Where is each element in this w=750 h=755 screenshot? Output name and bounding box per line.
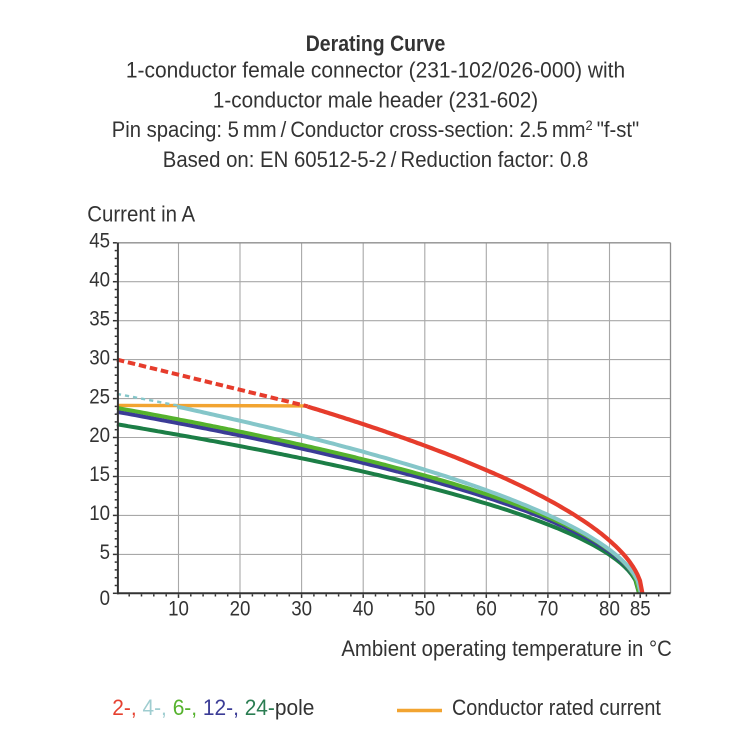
svg-text:20: 20: [89, 424, 110, 447]
svg-text:70: 70: [537, 597, 558, 620]
svg-text:80: 80: [599, 597, 620, 620]
svg-text:40: 40: [89, 268, 110, 291]
svg-text:1-conductor male header (231-6: 1-conductor male header (231-602): [213, 88, 538, 113]
svg-text:Derating Curve: Derating Curve: [306, 32, 446, 56]
svg-text:15: 15: [89, 463, 110, 486]
svg-text:50: 50: [414, 597, 435, 620]
svg-text:5: 5: [100, 541, 110, 564]
svg-text:35: 35: [89, 307, 110, 330]
svg-text:2-, 4-, 6-, 12-, 24-pole: 2-, 4-, 6-, 12-, 24-pole: [112, 696, 314, 721]
svg-text:25: 25: [89, 385, 110, 408]
svg-text:Pin spacing: 5 mm / Conductor: Pin spacing: 5 mm / Conductor cross-sect…: [112, 118, 639, 143]
svg-text:1-conductor female connector (: 1-conductor female connector (231-102/02…: [126, 58, 625, 83]
svg-text:10: 10: [168, 597, 189, 620]
svg-text:30: 30: [89, 346, 110, 369]
svg-text:85: 85: [630, 597, 651, 620]
svg-text:45: 45: [89, 229, 110, 252]
svg-text:40: 40: [353, 597, 374, 620]
svg-text:10: 10: [89, 502, 110, 525]
svg-text:0: 0: [100, 587, 110, 610]
svg-text:Ambient operating temperature: Ambient operating temperature in °C: [341, 637, 671, 661]
svg-text:20: 20: [230, 597, 251, 620]
svg-text:Current in A: Current in A: [87, 202, 196, 227]
svg-text:60: 60: [476, 597, 497, 620]
svg-text:30: 30: [291, 597, 312, 620]
svg-text:Based on: EN 60512-5-2 / Reduc: Based on: EN 60512-5-2 / Reduction facto…: [163, 148, 589, 172]
svg-text:Conductor rated current: Conductor rated current: [452, 696, 661, 720]
